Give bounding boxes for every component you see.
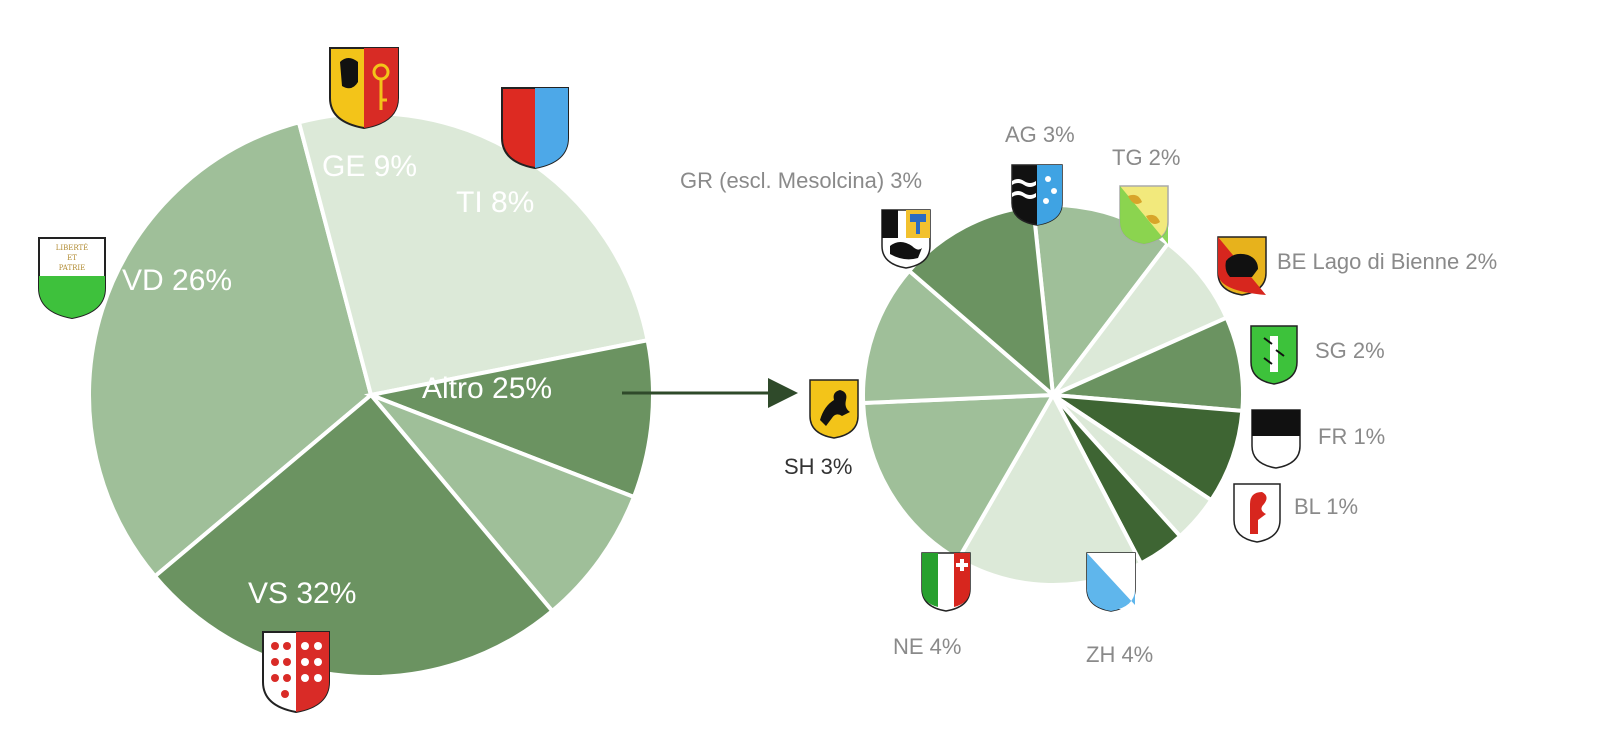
slice-label-ge: GE 9% — [322, 150, 417, 183]
vaud-coat-of-arms-icon: LIBERTÉ ET PATRIE — [38, 237, 106, 320]
slice-label-gr: GR (escl. Mesolcina) 3% — [680, 168, 922, 193]
slice-label-be: BE Lago di Bienne 2% — [1277, 249, 1497, 274]
neuchatel-coat-of-arms-icon — [921, 552, 971, 612]
slice-label-tg: TG 2% — [1112, 145, 1180, 170]
basel-land-coat-of-arms-icon — [1233, 483, 1281, 543]
svg-text:LIBERTÉ: LIBERTÉ — [56, 243, 89, 252]
schaffhausen-coat-of-arms-icon — [809, 379, 859, 439]
slice-label-sh: SH 3% — [784, 454, 852, 479]
slice-label-altro: Altro 25% — [422, 372, 552, 405]
slice-label-vs: VS 32% — [248, 577, 356, 610]
valais-coat-of-arms-icon — [262, 631, 330, 714]
slice-label-vd: VD 26% — [122, 264, 232, 297]
slice-label-ag: AG 3% — [1005, 122, 1075, 147]
bern-coat-of-arms-icon — [1217, 236, 1267, 296]
svg-text:ET: ET — [67, 254, 77, 262]
main-pie-chart — [87, 111, 655, 679]
main-pie-slice-ti — [369, 393, 637, 614]
zurich-coat-of-arms-icon — [1086, 552, 1136, 612]
thurgau-coat-of-arms-icon — [1119, 185, 1169, 245]
main-pie-labels: VS 32% VD 26% GE 9% TI 8% Altro 25% — [122, 150, 552, 610]
st-gallen-coat-of-arms-icon — [1250, 325, 1298, 385]
slice-label-zh: ZH 4% — [1086, 642, 1153, 667]
slice-label-bl: BL 1% — [1294, 494, 1358, 519]
breakdown-pie-labels: AG 3% TG 2% BE Lago di Bienne 2% SG 2% F… — [680, 122, 1497, 667]
slice-label-fr: FR 1% — [1318, 424, 1385, 449]
main-pie-slice-altro — [152, 392, 556, 679]
aargau-coat-of-arms-icon — [1011, 164, 1063, 226]
breakdown-pie-slice-ne — [861, 392, 1057, 563]
geneva-coat-of-arms-icon — [329, 47, 399, 130]
slice-label-ti: TI 8% — [456, 186, 534, 219]
ticino-coat-of-arms-icon — [501, 87, 569, 170]
breakdown-pie-chart — [861, 203, 1245, 587]
slice-label-sg: SG 2% — [1315, 338, 1385, 363]
main-pie-slice-ge — [363, 337, 655, 500]
graubuenden-coat-of-arms-icon — [881, 209, 931, 269]
svg-text:PATRIE: PATRIE — [59, 264, 86, 272]
slice-label-ne: NE 4% — [893, 634, 961, 659]
fribourg-coat-of-arms-icon — [1251, 409, 1301, 469]
main-pie-slice-vs — [87, 119, 374, 580]
breakdown-pie-slice-sh — [861, 268, 1059, 406]
